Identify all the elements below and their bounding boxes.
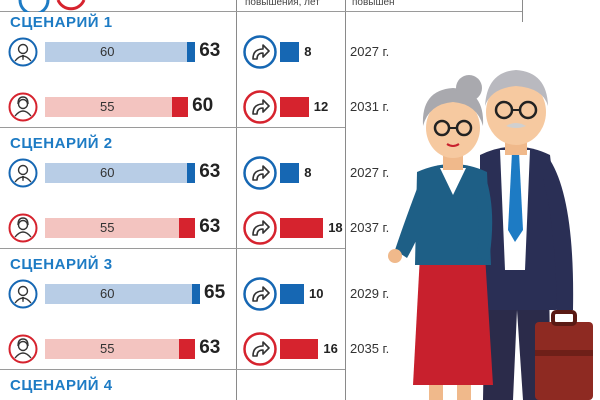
woman-avatar-icon	[8, 334, 38, 364]
column-divider	[522, 0, 523, 22]
man-avatar-icon	[8, 37, 38, 67]
target-age-label: 63	[199, 337, 221, 358]
age-bar	[45, 339, 196, 359]
scenario-title: СЦЕНАРИЙ 3	[10, 256, 113, 273]
woman-avatar-icon	[8, 92, 38, 122]
woman-avatar-icon	[8, 213, 38, 243]
age-bar	[45, 42, 196, 62]
current-age-label: 60	[100, 165, 115, 180]
step-bar	[280, 97, 309, 117]
current-age-label: 55	[100, 99, 115, 114]
column-divider	[236, 0, 237, 400]
step-years-label: 8	[304, 165, 312, 180]
age-bar	[45, 163, 196, 183]
current-age-label: 55	[100, 341, 115, 356]
step-arrow-icon	[243, 277, 277, 311]
completion-year-label: 2027 г.	[350, 165, 390, 180]
step-arrow-icon	[243, 35, 277, 69]
completion-year-label: 2035 г.	[350, 341, 390, 356]
target-age-label: 63	[199, 40, 221, 61]
scenario-title: СЦЕНАРИЙ 2	[10, 135, 113, 152]
age-bar	[45, 284, 200, 304]
step-years-label: 16	[323, 341, 338, 356]
header-divider	[0, 11, 522, 12]
completion-year-label: 2027 г.	[350, 44, 390, 59]
age-bar	[45, 218, 196, 238]
scenario-title: СЦЕНАРИЙ 4	[10, 377, 113, 394]
step-bar	[280, 218, 324, 238]
step-years-label: 10	[309, 286, 324, 301]
age-bar	[45, 97, 189, 117]
step-arrow-icon	[243, 90, 277, 124]
step-arrow-icon	[243, 211, 277, 245]
column-divider	[345, 0, 346, 400]
elderly-couple-illustration	[388, 70, 593, 400]
current-age-label: 60	[100, 44, 115, 59]
completion-year-label: 2029 г.	[350, 286, 390, 301]
completion-year-label: 2031 г.	[350, 99, 390, 114]
step-years-label: 12	[313, 99, 329, 114]
scenario-title: СЦЕНАРИЙ 1	[10, 14, 113, 31]
scenario-divider	[0, 127, 345, 128]
step-bar	[280, 339, 319, 359]
target-age-label: 63	[199, 161, 221, 182]
step-years-label: 8	[304, 44, 312, 59]
step-bar	[280, 163, 300, 183]
completion-year-label: 2037 г.	[350, 220, 390, 235]
step-bar	[280, 284, 304, 304]
scenario-divider	[0, 369, 345, 370]
step-arrow-icon	[243, 332, 277, 366]
woman-figure	[388, 75, 493, 400]
step-arrow-icon	[243, 156, 277, 190]
target-age-label: 60	[192, 95, 214, 116]
man-avatar-icon	[8, 279, 38, 309]
target-age-label: 65	[204, 282, 226, 303]
step-years-label: 18	[328, 220, 343, 235]
current-age-label: 55	[100, 220, 115, 235]
man-avatar-icon	[8, 158, 38, 188]
current-age-label: 60	[100, 286, 115, 301]
header-step: повышения, лет	[245, 0, 320, 8]
target-age-label: 63	[199, 216, 221, 237]
step-bar	[280, 42, 300, 62]
scenario-divider	[0, 248, 345, 249]
header-year: повышен	[352, 0, 395, 8]
man-figure	[480, 70, 593, 400]
logo-fragment-icon	[18, 0, 86, 12]
